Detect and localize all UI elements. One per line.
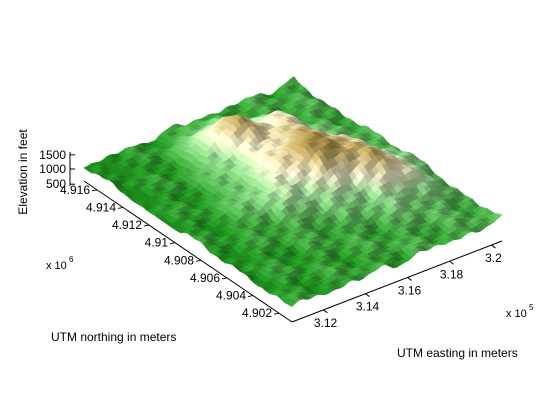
y-tick-label: 4.912 — [112, 218, 142, 232]
y-tick-mark — [247, 295, 254, 298]
z-axis-label: Elevation in feet — [16, 129, 30, 215]
y-tick-label: 4.908 — [164, 253, 194, 267]
y-tick-mark — [143, 224, 150, 227]
x-tick-mark — [323, 309, 328, 314]
y-exponent-base: x 10 — [46, 260, 67, 272]
x-axis-exponent: x 10 5 — [506, 303, 534, 320]
terrain-surface — [83, 76, 503, 307]
z-tick-label: 1000 — [39, 162, 66, 176]
x-exponent-base: x 10 — [506, 308, 527, 320]
x-tick-mark — [449, 260, 454, 265]
surface-patch — [287, 299, 297, 307]
y-tick-label: 4.914 — [86, 200, 116, 214]
y-exponent-power: 6 — [69, 255, 74, 264]
x-axis-line — [291, 240, 503, 323]
y-ticks: 4.902 4.904 4.906 4.908 4.914.912 4.914 4.916 — [60, 183, 280, 320]
y-axis-line — [83, 180, 293, 323]
x-tick-mark — [365, 293, 370, 298]
x-tick-mark — [491, 244, 496, 249]
x-tick-mark — [407, 277, 412, 281]
x-tick-label: 3.18 — [440, 267, 464, 281]
y-tick-label: 4.906 — [190, 271, 220, 285]
y-tick-mark — [273, 312, 280, 315]
y-tick-label: 4.904 — [216, 289, 246, 303]
y-tick-mark — [169, 242, 176, 245]
x-tick-label: 3.16 — [398, 283, 422, 297]
z-tick-label: 500 — [46, 177, 66, 191]
y-axis-exponent: x 10 6 — [46, 255, 74, 272]
y-tick-label: 4.91 — [145, 236, 169, 250]
x-ticks: 3.12 3.14 3.16 3.18 3.2 — [314, 244, 502, 330]
y-tick-label: 4.916 — [60, 183, 90, 197]
y-tick-label: 4.902 — [242, 306, 272, 320]
axes-group: 3.12 3.14 3.16 3.18 3.2 4.902 4.904 4.906 4.908… — [39, 148, 503, 330]
y-tick-mark — [195, 259, 202, 262]
x-exponent-power: 5 — [529, 303, 534, 312]
y-tick-mark — [91, 189, 98, 192]
x-axis-label: UTM easting in meters — [397, 346, 518, 360]
y-axis-label: UTM northing in meters — [51, 330, 176, 344]
x-tick-label: 3.12 — [314, 316, 338, 330]
z-tick-label: 1500 — [39, 148, 66, 162]
x-tick-label: 3.2 — [485, 251, 502, 265]
y-tick-mark — [221, 277, 228, 280]
y-tick-mark — [117, 206, 124, 209]
x-tick-label: 3.14 — [356, 300, 380, 314]
